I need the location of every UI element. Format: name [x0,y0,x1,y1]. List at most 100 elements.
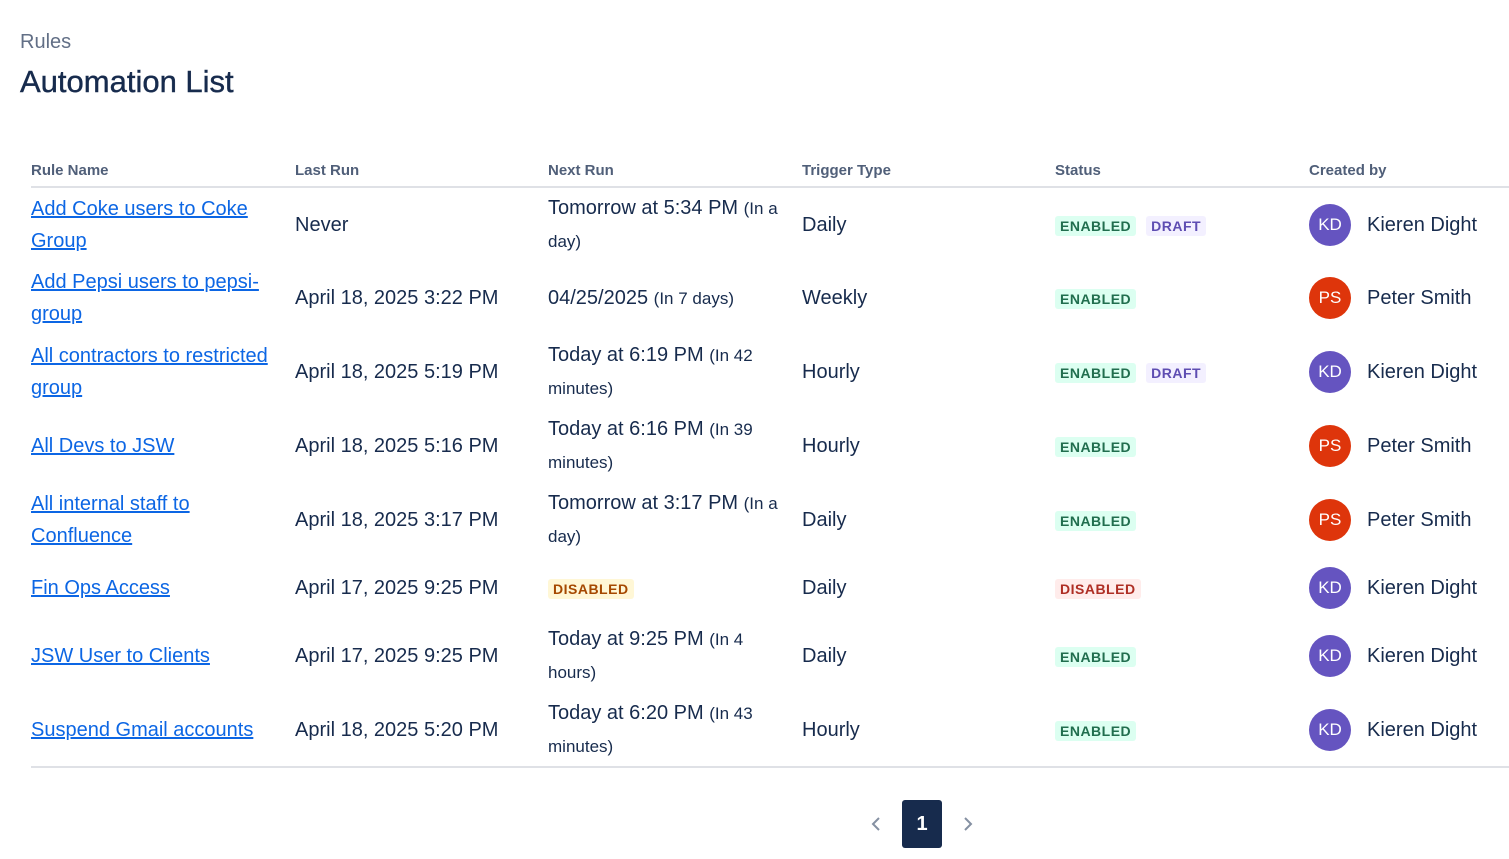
status: DISABLED [1055,557,1309,619]
next-run-time: Today at 9:25 PM [548,628,704,650]
cell: Add Pepsi users to pepsi-group [31,261,295,335]
status: ENABLED DRAFT [1055,335,1309,409]
page-button[interactable]: 1 [902,800,942,848]
trigger-type: Weekly [802,287,868,309]
next-run-time: Tomorrow at 5:34 PM [548,196,739,219]
created-by: PS Peter Smith [1309,409,1509,483]
status-badge: ENABLED [1055,511,1137,531]
rule-link[interactable]: All internal staff to Confluence [31,493,190,547]
creator-name: Peter Smith [1367,435,1472,457]
creator: KD Kieren Dight [1309,203,1497,246]
avatar: KD [1309,203,1351,246]
next-run: Tomorrow at 3:17 PM (In a day) [548,483,802,557]
column-header[interactable]: Created by [1309,154,1509,188]
next-run: Today at 6:19 PM (In 42 minutes) [548,335,802,409]
status-badge: DISABLED [1055,579,1141,599]
avatar: KD [1309,635,1351,677]
creator-name: Kieren Dight [1367,361,1478,383]
next-run: 04/25/2025 (In 7 days) [548,261,802,335]
column-header[interactable]: Last Run [295,154,548,188]
rule-link[interactable]: All Devs to JSW [31,435,175,457]
next-run-note: (In a day) [548,494,778,546]
avatar: KD [1309,567,1351,609]
table-body: Add Coke users to Coke Group Never Tomorro… [31,187,1509,768]
cell: All contractors to restricted group [31,335,295,409]
status-badge: ENABLED [1055,437,1137,457]
next-run: Today at 6:16 PM (In 39 minutes) [548,409,802,483]
creator: PS Peter Smith [1309,425,1497,467]
creator: KD Kieren Dight [1309,567,1497,609]
status-badge: ENABLED [1055,647,1137,667]
cell: Suspend Gmail accounts [31,693,295,768]
status: ENABLED [1055,693,1309,768]
creator: PS Peter Smith [1309,499,1497,541]
next-run-note: (In 42 minutes) [548,346,753,398]
creator-name: Kieren Dight [1367,213,1478,236]
status: ENABLED [1055,409,1309,483]
creator-name: Kieren Dight [1367,645,1478,667]
creator: PS Peter Smith [1309,277,1497,319]
trigger-type: Hourly [802,693,1055,768]
created-by: PS Peter Smith [1309,483,1509,557]
next-run-time: 04/25/2025 [548,286,649,309]
column-header[interactable]: Status [1055,154,1309,188]
trigger-type: Hourly [802,361,860,383]
column-header[interactable]: Next Run [548,154,802,188]
rule-link[interactable]: Add Coke users to Coke Group [31,197,248,252]
created-by: KD Kieren Dight [1309,187,1509,261]
status-badge: ENABLED [1055,363,1137,383]
next-run-note: (In 43 minutes) [548,703,753,756]
next-page[interactable] [954,810,982,838]
rule-link[interactable]: Add Pepsi users to pepsi-group [31,271,259,325]
cell: JSW User to Clients [31,619,295,693]
next-run-badge: DISABLED [548,579,634,599]
creator: KD Kieren Dight [1309,708,1497,751]
last-run: April 18, 2025 3:17 PM [295,509,499,531]
creator-name: Peter Smith [1367,287,1472,309]
avatar: KD [1309,708,1351,751]
rule-link[interactable]: Fin Ops Access [31,577,170,599]
rules-table: Rule Name Last Run Next Run Trigger Type Sta… [31,154,1509,768]
last-run: April 18, 2025 5:19 PM [295,361,499,383]
table-row: Add Pepsi users to pepsi-group April 18, … [31,261,1509,335]
rule-link[interactable]: All contractors to restricted group [31,345,268,399]
next-run-note: (In 39 minutes) [548,420,753,472]
status: ENABLED [1055,261,1309,335]
table-row: Suspend Gmail accounts April 18, 2025 5:2… [31,693,1509,768]
cell: Add Coke users to Coke Group [31,187,295,261]
status-badge: ENABLED [1055,289,1137,309]
next-run: Today at 9:25 PM (In 4 hours) [548,619,802,693]
creator: KD Kieren Dight [1309,635,1497,677]
creator-name: Peter Smith [1367,509,1472,531]
last-run: Never [295,213,349,236]
next-run-note: (In a day) [548,198,778,251]
table-row: JSW User to Clients April 17, 2025 9:25 P… [31,619,1509,693]
table-row: All internal staff to Confluence April 18… [31,483,1509,557]
rule-link[interactable]: JSW User to Clients [31,645,210,667]
next-run-time: Today at 6:20 PM [548,701,704,724]
creator-name: Kieren Dight [1367,577,1478,599]
breadcrumb[interactable]: Rules [20,31,72,53]
rule-link[interactable]: Suspend Gmail accounts [31,718,254,741]
next-run-note: (In 7 days) [653,288,734,308]
creator-name: Kieren Dight [1367,718,1478,741]
avatar: PS [1309,499,1351,541]
creator: KD Kieren Dight [1309,351,1497,393]
next-run: DISABLED [548,557,802,619]
prev-page[interactable] [862,810,890,838]
created-by: KD Kieren Dight [1309,335,1509,409]
column-header[interactable]: Rule Name [31,154,295,188]
created-by: KD Kieren Dight [1309,557,1509,619]
status: ENABLED DRAFT [1055,187,1309,261]
status-badge: DRAFT [1146,363,1207,383]
status-badge: ENABLED [1055,720,1137,741]
column-header[interactable]: Trigger Type [802,154,1055,188]
last-run: April 18, 2025 5:20 PM [295,693,548,768]
table-row: Fin Ops Access April 17, 2025 9:25 PM DISA… [31,557,1509,619]
trigger-type: Daily [802,645,847,667]
created-by: PS Peter Smith [1309,261,1509,335]
avatar: PS [1309,277,1351,319]
next-run-time: Today at 6:19 PM [548,344,704,366]
trigger-type: Daily [802,213,847,236]
